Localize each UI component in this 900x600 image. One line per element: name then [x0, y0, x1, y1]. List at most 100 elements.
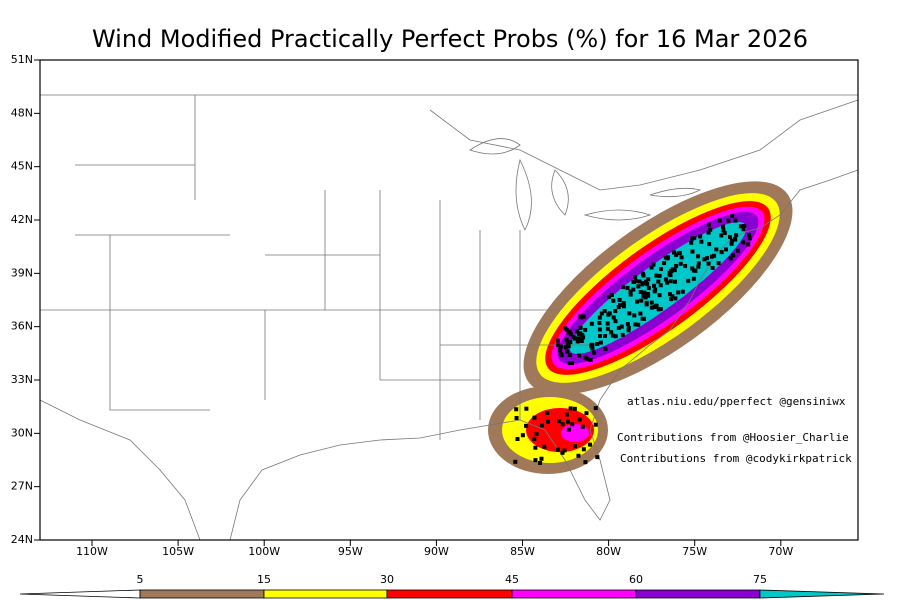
report-marker — [673, 296, 678, 301]
report-marker — [539, 423, 544, 428]
report-marker — [635, 299, 640, 304]
report-marker — [628, 292, 633, 297]
report-marker — [557, 347, 562, 352]
report-marker — [712, 253, 717, 258]
report-marker — [616, 326, 621, 331]
lat-label: 39N — [11, 266, 33, 279]
probability-area — [561, 424, 589, 442]
report-marker — [583, 460, 588, 465]
report-marker — [560, 422, 565, 427]
report-marker — [595, 455, 600, 460]
colorbar-label: 5 — [137, 573, 144, 586]
report-marker — [638, 311, 643, 316]
report-marker — [613, 309, 618, 314]
report-marker — [556, 343, 561, 348]
lat-label: 42N — [11, 213, 33, 226]
report-marker — [606, 294, 611, 299]
report-marker — [603, 334, 608, 339]
lat-label: 36N — [11, 320, 33, 333]
report-marker — [730, 213, 735, 218]
lat-label: 45N — [11, 160, 33, 173]
report-marker — [641, 273, 646, 278]
report-marker — [644, 302, 649, 307]
report-marker — [616, 305, 621, 310]
report-marker — [513, 459, 518, 464]
report-marker — [566, 427, 571, 432]
report-marker — [573, 444, 578, 449]
report-marker — [729, 238, 734, 243]
report-marker — [603, 346, 608, 351]
report-marker — [627, 311, 632, 316]
report-marker — [735, 248, 740, 253]
report-marker — [584, 411, 589, 416]
report-marker — [637, 279, 642, 284]
report-marker — [597, 320, 602, 325]
report-marker — [607, 311, 612, 316]
report-marker — [728, 256, 733, 261]
credit-annotation: Contributions from @Hoosier_Charlie — [617, 431, 849, 444]
report-marker — [639, 298, 644, 303]
colorbar-segment — [635, 589, 761, 599]
report-marker — [690, 249, 695, 254]
report-marker — [613, 334, 618, 339]
report-marker — [572, 406, 577, 411]
report-marker — [610, 333, 615, 338]
report-marker — [545, 410, 550, 415]
report-marker — [692, 236, 697, 241]
report-marker — [723, 247, 728, 252]
report-marker — [747, 236, 752, 241]
report-marker — [533, 458, 538, 463]
report-marker — [662, 261, 667, 266]
report-marker — [671, 250, 676, 255]
report-marker — [578, 338, 583, 343]
report-marker — [631, 280, 636, 285]
report-marker — [609, 330, 614, 335]
report-marker — [514, 407, 519, 412]
report-marker — [514, 416, 519, 421]
report-marker — [680, 289, 685, 294]
report-marker — [589, 321, 594, 326]
credit-annotation: Contributions from @codykirkpatrick — [620, 452, 852, 465]
colorbar-segment — [759, 589, 885, 599]
report-marker — [621, 285, 626, 290]
report-marker — [658, 283, 663, 288]
report-marker — [588, 442, 593, 447]
report-marker — [677, 250, 682, 255]
report-marker — [641, 294, 646, 299]
colorbar-label: 45 — [505, 573, 519, 586]
colorbar-segment — [19, 589, 141, 599]
colorbar-label: 30 — [380, 573, 394, 586]
report-marker — [566, 344, 571, 349]
report-marker — [646, 286, 651, 291]
colorbar-segment — [139, 589, 265, 599]
report-marker — [593, 422, 598, 427]
lon-label: 95W — [338, 545, 363, 558]
report-marker — [538, 460, 543, 465]
report-marker — [567, 352, 572, 357]
report-marker — [625, 322, 630, 327]
report-marker — [565, 341, 570, 346]
report-marker — [578, 314, 583, 319]
report-marker — [668, 273, 673, 278]
report-marker — [524, 406, 529, 411]
report-marker — [733, 218, 738, 223]
report-marker — [532, 437, 537, 442]
report-marker — [598, 334, 603, 339]
report-marker — [534, 432, 539, 437]
report-marker — [689, 240, 694, 245]
report-marker — [556, 338, 561, 343]
report-marker — [651, 262, 656, 267]
colorbar-label: 60 — [629, 573, 643, 586]
report-marker — [698, 234, 703, 239]
report-marker — [668, 279, 673, 284]
report-marker — [691, 276, 696, 281]
report-marker — [598, 340, 603, 345]
report-marker — [636, 284, 641, 289]
report-marker — [709, 254, 714, 259]
lat-label: 30N — [11, 426, 33, 439]
report-marker — [686, 278, 691, 283]
report-marker — [658, 306, 663, 311]
report-marker — [575, 329, 580, 334]
lon-label: 70W — [768, 545, 793, 558]
